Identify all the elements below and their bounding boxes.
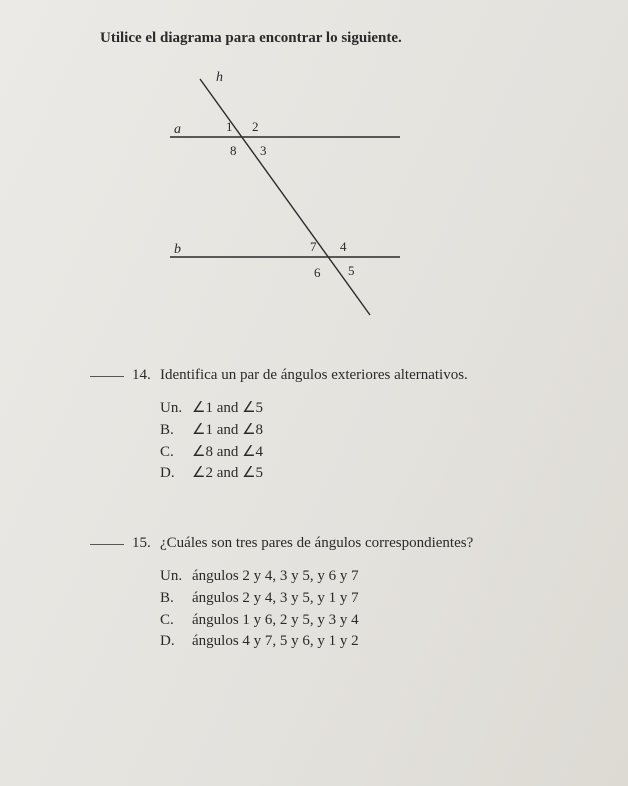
option-text: ángulos 1 y 6, 2 y 5, y 3 y 4: [192, 612, 359, 628]
option-text: ∠1 and ∠5: [192, 400, 263, 416]
svg-text:6: 6: [314, 265, 321, 280]
option-c: C.ángulos 1 y 6, 2 y 5, y 3 y 4: [160, 610, 578, 632]
question-text: ¿Cuáles son tres pares de ángulos corres…: [160, 535, 473, 552]
option-text: ∠8 and ∠4: [192, 444, 263, 460]
option-label: Un.: [160, 398, 192, 420]
option-label: D.: [160, 631, 192, 653]
svg-text:4: 4: [340, 239, 347, 254]
svg-text:7: 7: [310, 239, 317, 254]
answer-blank[interactable]: [90, 534, 124, 545]
question-14: 14. Identifica un par de ángulos exterio…: [90, 367, 578, 485]
svg-text:2: 2: [252, 119, 259, 134]
svg-text:8: 8: [230, 143, 237, 158]
transversal-diagram: hab12345678: [130, 67, 430, 327]
option-d: D.ángulos 4 y 7, 5 y 6, y 1 y 2: [160, 631, 578, 653]
option-text: ∠2 and ∠5: [192, 465, 263, 481]
option-text: ángulos 2 y 4, 3 y 5, y 6 y 7: [192, 568, 359, 584]
option-text: ángulos 2 y 4, 3 y 5, y 1 y 7: [192, 590, 359, 606]
svg-text:3: 3: [260, 143, 267, 158]
option-label: C.: [160, 442, 192, 464]
option-text: ángulos 4 y 7, 5 y 6, y 1 y 2: [192, 633, 359, 649]
svg-text:5: 5: [348, 263, 355, 278]
question-row: 15. ¿Cuáles son tres pares de ángulos co…: [90, 535, 578, 552]
svg-text:b: b: [174, 242, 181, 257]
option-label: D.: [160, 463, 192, 485]
svg-text:h: h: [216, 70, 223, 85]
option-label: C.: [160, 610, 192, 632]
option-label: Un.: [160, 566, 192, 588]
options-list: Un.ángulos 2 y 4, 3 y 5, y 6 y 7 B.ángul…: [160, 566, 578, 653]
question-15: 15. ¿Cuáles son tres pares de ángulos co…: [90, 535, 578, 653]
question-row: 14. Identifica un par de ángulos exterio…: [90, 367, 578, 384]
option-a: Un.ángulos 2 y 4, 3 y 5, y 6 y 7: [160, 566, 578, 588]
option-b: B.ángulos 2 y 4, 3 y 5, y 1 y 7: [160, 588, 578, 610]
question-number: 14.: [132, 367, 160, 384]
option-d: D.∠2 and ∠5: [160, 463, 578, 485]
option-a: Un.∠1 and ∠5: [160, 398, 578, 420]
options-list: Un.∠1 and ∠5 B.∠1 and ∠8 C.∠8 and ∠4 D.∠…: [160, 398, 578, 485]
page-title: Utilice el diagrama para encontrar lo si…: [100, 30, 578, 47]
answer-blank[interactable]: [90, 366, 124, 377]
option-b: B.∠1 and ∠8: [160, 420, 578, 442]
svg-text:a: a: [174, 122, 181, 137]
diagram-svg: hab12345678: [130, 67, 430, 327]
worksheet-page: Utilice el diagrama para encontrar lo si…: [0, 0, 628, 786]
question-text: Identifica un par de ángulos exteriores …: [160, 367, 468, 384]
option-c: C.∠8 and ∠4: [160, 442, 578, 464]
svg-text:1: 1: [226, 119, 233, 134]
question-number: 15.: [132, 535, 160, 552]
option-label: B.: [160, 588, 192, 610]
option-text: ∠1 and ∠8: [192, 422, 263, 438]
option-label: B.: [160, 420, 192, 442]
